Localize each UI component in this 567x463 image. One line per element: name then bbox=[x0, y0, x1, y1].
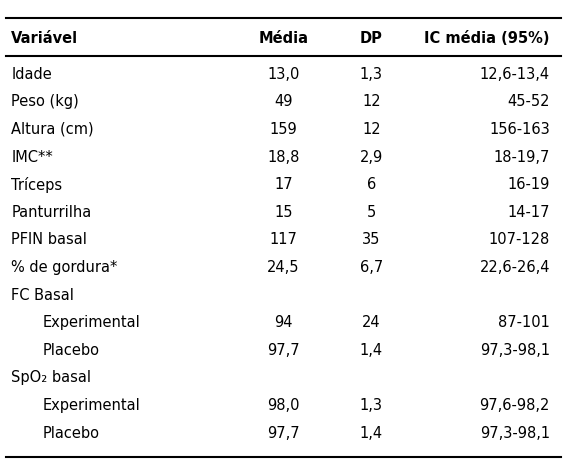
Text: SpO₂ basal: SpO₂ basal bbox=[11, 369, 91, 385]
Text: 97,7: 97,7 bbox=[267, 342, 300, 357]
Text: 117: 117 bbox=[269, 232, 298, 247]
Text: 18,8: 18,8 bbox=[267, 149, 300, 164]
Text: 35: 35 bbox=[362, 232, 380, 247]
Text: 13,0: 13,0 bbox=[267, 67, 300, 81]
Text: 1,3: 1,3 bbox=[360, 67, 383, 81]
Text: 97,3-98,1: 97,3-98,1 bbox=[480, 425, 550, 440]
Text: Variável: Variável bbox=[11, 31, 78, 45]
Text: 45-52: 45-52 bbox=[507, 94, 550, 109]
Text: 24,5: 24,5 bbox=[267, 259, 300, 275]
Text: 97,7: 97,7 bbox=[267, 425, 300, 440]
Text: 12,6-13,4: 12,6-13,4 bbox=[480, 67, 550, 81]
Text: 87-101: 87-101 bbox=[498, 314, 550, 330]
Text: 98,0: 98,0 bbox=[267, 397, 300, 412]
Text: 6,7: 6,7 bbox=[359, 259, 383, 275]
Text: 94: 94 bbox=[274, 314, 293, 330]
Text: Média: Média bbox=[259, 31, 308, 45]
Text: 17: 17 bbox=[274, 177, 293, 192]
Text: DP: DP bbox=[360, 31, 383, 45]
Text: Tríceps: Tríceps bbox=[11, 176, 62, 192]
Text: PFIN basal: PFIN basal bbox=[11, 232, 87, 247]
Text: 12: 12 bbox=[362, 94, 380, 109]
Text: 107-128: 107-128 bbox=[489, 232, 550, 247]
Text: 97,3-98,1: 97,3-98,1 bbox=[480, 342, 550, 357]
Text: 1,4: 1,4 bbox=[360, 342, 383, 357]
Text: Placebo: Placebo bbox=[43, 342, 100, 357]
Text: Experimental: Experimental bbox=[43, 314, 140, 330]
Text: 156-163: 156-163 bbox=[489, 122, 550, 137]
Text: 14-17: 14-17 bbox=[507, 204, 550, 219]
Text: 1,3: 1,3 bbox=[360, 397, 383, 412]
Text: 2,9: 2,9 bbox=[359, 149, 383, 164]
Text: 49: 49 bbox=[274, 94, 293, 109]
Text: Idade: Idade bbox=[11, 67, 52, 81]
Text: 18-19,7: 18-19,7 bbox=[494, 149, 550, 164]
Text: FC Basal: FC Basal bbox=[11, 287, 74, 302]
Text: 12: 12 bbox=[362, 122, 380, 137]
Text: 159: 159 bbox=[270, 122, 297, 137]
Text: 24: 24 bbox=[362, 314, 380, 330]
Text: Placebo: Placebo bbox=[43, 425, 100, 440]
Text: 15: 15 bbox=[274, 204, 293, 219]
Text: 5: 5 bbox=[367, 204, 376, 219]
Text: 22,6-26,4: 22,6-26,4 bbox=[480, 259, 550, 275]
Text: Peso (kg): Peso (kg) bbox=[11, 94, 79, 109]
Text: 1,4: 1,4 bbox=[360, 425, 383, 440]
Text: Experimental: Experimental bbox=[43, 397, 140, 412]
Text: % de gordura*: % de gordura* bbox=[11, 259, 118, 275]
Text: 97,6-98,2: 97,6-98,2 bbox=[480, 397, 550, 412]
Text: Altura (cm): Altura (cm) bbox=[11, 122, 94, 137]
Text: 6: 6 bbox=[367, 177, 376, 192]
Text: IC média (95%): IC média (95%) bbox=[425, 31, 550, 45]
Text: 16-19: 16-19 bbox=[507, 177, 550, 192]
Text: Panturrilha: Panturrilha bbox=[11, 204, 92, 219]
Text: IMC**: IMC** bbox=[11, 149, 53, 164]
